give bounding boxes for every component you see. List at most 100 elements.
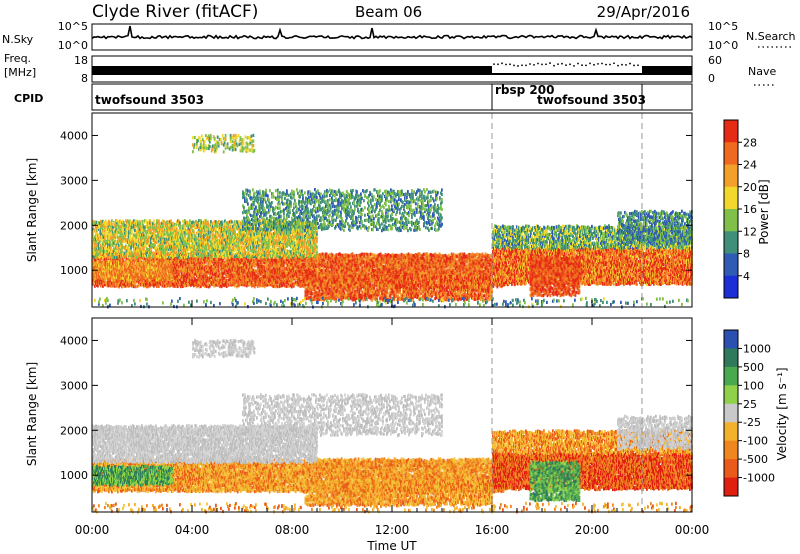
range-cell bbox=[282, 278, 285, 282]
range-cell bbox=[249, 280, 252, 284]
range-cell bbox=[130, 256, 132, 260]
range-cell bbox=[200, 271, 203, 275]
range-cell bbox=[243, 280, 246, 285]
range-cell bbox=[109, 281, 111, 285]
range-cell bbox=[150, 279, 153, 283]
range-cell bbox=[204, 269, 207, 274]
range-cell bbox=[271, 268, 274, 272]
range-cell bbox=[148, 282, 151, 286]
range-cell bbox=[131, 259, 133, 263]
range-cell bbox=[174, 257, 177, 261]
range-cell bbox=[283, 278, 286, 282]
range-cell bbox=[287, 268, 290, 272]
range-cell bbox=[258, 272, 261, 277]
freq-panel: Freq. [MHz] 18 8 60 0 Nave bbox=[4, 52, 776, 86]
range-cell bbox=[245, 256, 248, 260]
range-cell bbox=[278, 284, 281, 288]
range-cell bbox=[237, 277, 240, 281]
range-cell bbox=[250, 284, 253, 288]
range-cell bbox=[273, 261, 276, 265]
range-cell bbox=[276, 265, 279, 269]
range-cell bbox=[178, 257, 181, 261]
range-cell bbox=[198, 258, 201, 262]
range-cell bbox=[264, 275, 267, 279]
range-cell bbox=[212, 270, 215, 274]
range-cell bbox=[92, 278, 94, 283]
cpid-segment-2: rbsp 200 bbox=[495, 83, 554, 97]
cpid-panel: CPID twofsound 3503 rbsp 200 twofsound 3… bbox=[14, 83, 693, 111]
range-cell bbox=[193, 266, 196, 270]
range-cell bbox=[290, 278, 293, 282]
range-cell bbox=[280, 257, 283, 261]
range-cell bbox=[261, 268, 264, 272]
range-cell bbox=[259, 268, 262, 272]
range-cell bbox=[272, 280, 275, 284]
range-cell bbox=[226, 258, 229, 262]
freq-tick-bottom: 8 bbox=[81, 72, 88, 85]
range-cell bbox=[244, 277, 247, 281]
range-cell bbox=[202, 270, 205, 274]
range-cell bbox=[266, 258, 269, 262]
range-cell bbox=[195, 258, 198, 262]
range-cell bbox=[97, 262, 99, 266]
range-cell bbox=[114, 284, 116, 288]
range-cell bbox=[272, 268, 275, 272]
range-cell bbox=[180, 277, 183, 281]
range-cell bbox=[209, 271, 212, 275]
range-cell bbox=[187, 262, 190, 266]
range-cell bbox=[257, 272, 260, 276]
range-cell bbox=[207, 268, 210, 272]
range-cell bbox=[224, 272, 227, 276]
range-cell bbox=[198, 260, 201, 265]
range-cell bbox=[272, 263, 275, 267]
range-cell bbox=[265, 260, 268, 264]
range-cell bbox=[288, 278, 291, 282]
range-cell bbox=[180, 262, 183, 266]
range-cell bbox=[226, 271, 229, 275]
range-cell bbox=[228, 283, 231, 287]
range-cell bbox=[160, 280, 163, 284]
range-cell bbox=[283, 283, 286, 287]
range-cell bbox=[196, 274, 199, 278]
range-cell bbox=[286, 274, 289, 278]
range-cell bbox=[216, 265, 219, 269]
range-cell bbox=[234, 262, 237, 266]
range-cell bbox=[95, 282, 97, 286]
range-cell bbox=[180, 264, 183, 268]
range-cell bbox=[210, 268, 213, 272]
range-cell bbox=[106, 283, 108, 287]
range-cell bbox=[144, 282, 147, 287]
range-cell bbox=[179, 274, 182, 278]
range-cell bbox=[191, 269, 194, 273]
range-cell bbox=[256, 281, 259, 285]
range-cell bbox=[185, 279, 188, 284]
range-cell bbox=[238, 268, 241, 272]
range-cell bbox=[236, 268, 239, 272]
range-cell bbox=[154, 282, 157, 286]
range-cell bbox=[249, 258, 252, 262]
range-cell bbox=[263, 267, 266, 271]
range-cell bbox=[212, 282, 215, 286]
range-cell bbox=[253, 281, 256, 285]
range-cell bbox=[187, 275, 190, 280]
range-cell bbox=[96, 266, 98, 270]
range-cell bbox=[175, 263, 178, 267]
nave-point bbox=[589, 62, 591, 65]
range-cell bbox=[202, 267, 205, 271]
range-cell bbox=[175, 279, 178, 283]
range-cell bbox=[213, 276, 216, 280]
range-cell bbox=[221, 272, 224, 276]
range-cell bbox=[270, 282, 273, 286]
range-cell bbox=[233, 284, 236, 288]
range-cell bbox=[225, 263, 228, 267]
range-cell bbox=[193, 262, 196, 266]
range-cell bbox=[250, 270, 253, 274]
range-cell bbox=[254, 281, 257, 285]
range-cell bbox=[133, 284, 135, 289]
range-cell bbox=[281, 256, 284, 260]
range-cell bbox=[153, 258, 156, 262]
range-cell bbox=[280, 271, 283, 275]
range-cell bbox=[98, 258, 100, 262]
range-cell bbox=[128, 271, 130, 275]
range-cell bbox=[284, 278, 287, 282]
